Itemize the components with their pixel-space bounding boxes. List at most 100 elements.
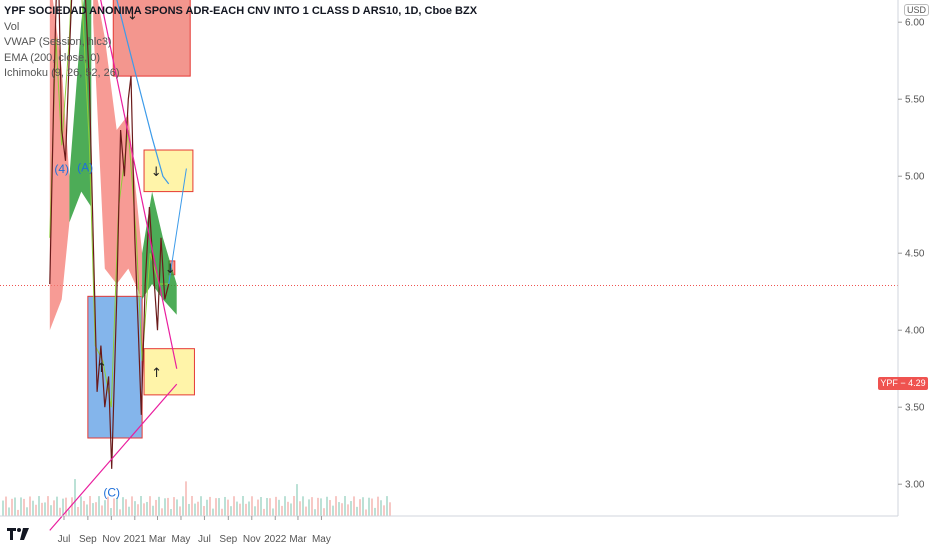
- volume-bar: [80, 496, 82, 516]
- volume-bar: [281, 505, 283, 516]
- volume-bar: [5, 496, 7, 516]
- volume-bar: [95, 502, 97, 516]
- volume-bar: [380, 500, 382, 516]
- time-tick-label: May: [172, 534, 191, 545]
- arrow-up-icon: ↑: [151, 366, 162, 381]
- price-line: [49, 0, 170, 469]
- volume-bar: [23, 498, 25, 516]
- volume-bar: [8, 507, 10, 516]
- volume-bar: [167, 497, 169, 516]
- projection-line: [168, 168, 187, 285]
- volume-bar: [365, 509, 367, 516]
- price-tick-label: 3.00: [905, 480, 925, 491]
- volume-bar: [104, 500, 106, 516]
- time-tick-label: Sep: [79, 534, 97, 545]
- volume-bar: [50, 505, 52, 516]
- chart-legend: YPF SOCIEDAD ANONIMA SPONS ADR-EACH CNV …: [4, 4, 477, 82]
- volume-bar: [233, 496, 235, 516]
- volume-bar: [134, 501, 136, 516]
- indicator-vol[interactable]: Vol: [4, 20, 20, 33]
- volume-bar: [305, 506, 307, 516]
- zone-yellow: [143, 149, 194, 193]
- volume-bar: [353, 496, 355, 516]
- volume-bar: [185, 481, 187, 516]
- volume-bar: [308, 499, 310, 516]
- volume-bar: [356, 506, 358, 516]
- price-tick-label: 3.50: [905, 403, 925, 414]
- volume-bar: [275, 496, 277, 516]
- volume-bar: [299, 501, 301, 516]
- volume-bar: [326, 496, 328, 516]
- currency-label[interactable]: USD: [904, 4, 930, 16]
- volume-bar: [158, 496, 160, 516]
- volume-bar: [227, 499, 229, 516]
- time-tick-label: Nov: [102, 534, 120, 545]
- volume-bar: [146, 501, 148, 516]
- volume-bar: [56, 496, 58, 516]
- price-tick-label: 4.00: [905, 326, 925, 337]
- volume-bar: [290, 503, 292, 516]
- volume-bar: [239, 503, 241, 516]
- conversion-line: [49, 0, 169, 408]
- volume-bar: [242, 496, 244, 516]
- volume-bar: [170, 509, 172, 516]
- volume-bar: [362, 497, 364, 516]
- volume-bar: [17, 509, 19, 516]
- volume-bar: [341, 503, 343, 516]
- price-tag-value: 4.29: [908, 378, 926, 388]
- volume-bar: [113, 498, 115, 516]
- volume-bar: [164, 498, 166, 516]
- volume-bar: [194, 503, 196, 516]
- volume-bar: [41, 502, 43, 516]
- cloud-bear: [93, 0, 143, 300]
- volume-bar: [47, 496, 49, 516]
- volume-bar: [122, 497, 124, 516]
- volume-bar: [374, 507, 376, 516]
- volume-bar: [245, 503, 247, 516]
- trendlines: [49, 0, 178, 531]
- volume-bar: [260, 497, 262, 516]
- price-tick-label: 5.50: [905, 95, 925, 106]
- volume-bar: [44, 502, 46, 516]
- volume-bar: [140, 496, 142, 516]
- indicator-ichimoku[interactable]: Ichimoku (9, 26, 52, 26): [4, 67, 120, 79]
- time-tick-label: Nov: [243, 534, 261, 545]
- symbol-title: YPF SOCIEDAD ANONIMA SPONS ADR-EACH CNV …: [4, 5, 478, 17]
- volume-bar: [71, 497, 73, 516]
- volume-bar: [320, 498, 322, 516]
- price-tick-label: 4.50: [905, 249, 925, 260]
- volume-bar: [230, 506, 232, 516]
- volume-bar: [125, 499, 127, 516]
- volume-bar: [101, 505, 103, 516]
- indicator-ema[interactable]: EMA (200, close, 0): [4, 51, 100, 64]
- volume-bar: [266, 497, 268, 516]
- volume-bar: [215, 498, 217, 516]
- volume-bar: [77, 507, 79, 516]
- tradingview-logo-icon[interactable]: [6, 525, 30, 543]
- volume-bar: [287, 501, 289, 516]
- volume-bar: [59, 507, 61, 516]
- volume-bar: [131, 496, 133, 516]
- volume-bar: [296, 484, 298, 516]
- zone-yellow: [143, 348, 195, 396]
- volume-bar: [68, 509, 70, 516]
- arrow-down-icon: ↓: [165, 262, 176, 277]
- volume-bar: [317, 497, 319, 516]
- volume-bar: [86, 504, 88, 516]
- volume-bar: [191, 496, 193, 516]
- price-tick-label: 6.00: [905, 18, 925, 29]
- indicator-vwap[interactable]: VWAP (Session, hlc3): [4, 36, 112, 48]
- volume-bar: [62, 498, 64, 516]
- volume-bar: [14, 497, 16, 516]
- time-tick-label: Jul: [58, 534, 71, 545]
- volume-bar: [248, 501, 250, 516]
- time-tick-label: Mar: [149, 534, 167, 545]
- volume-bar: [389, 502, 391, 516]
- volume-bar: [89, 496, 91, 516]
- volume-bar: [29, 496, 31, 516]
- volume-bar: [311, 497, 313, 516]
- volume-bar: [149, 496, 151, 516]
- time-tick-label: Sep: [219, 534, 237, 545]
